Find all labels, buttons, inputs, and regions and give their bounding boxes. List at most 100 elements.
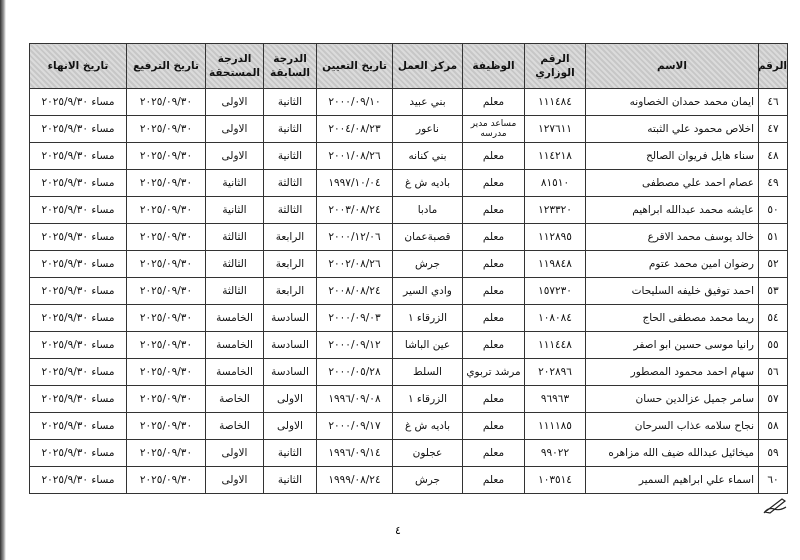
cell-job: مرشد تربوي: [462, 358, 525, 386]
header-col-name: الاسم: [585, 43, 759, 89]
cell-number: ٤٦: [758, 88, 788, 116]
table-row: ٦٠ اسماء علي ابراهيم السمير ١٠٣٥١٤ معلم جرش ١…: [29, 466, 788, 494]
cell-job: معلم: [462, 466, 525, 494]
cell-previous-grade: الثانية: [263, 88, 317, 116]
cell-previous-grade: الاولى: [263, 385, 317, 413]
cell-due-grade: الثانية: [205, 196, 264, 224]
cell-appointment-date: ١٩٩٦/٠٩/٠٨: [316, 385, 393, 413]
cell-due-grade: الخامسة: [205, 304, 264, 332]
cell-number: ٥٠: [758, 196, 788, 224]
scan-edge: [0, 0, 6, 560]
cell-job: معلم: [462, 385, 525, 413]
cell-name: خالد يوسف محمد الاقرع: [585, 223, 759, 251]
cell-name: سهام احمد محمود المصطور: [585, 358, 759, 386]
cell-workplace: باديه ش غ: [392, 412, 463, 440]
cell-promotion-date: ٢٠٢٥/٠٩/٣٠: [126, 169, 206, 197]
cell-name: رانيا موسى حسين ابو اصفر: [585, 331, 759, 359]
cell-workplace: بني عبيد: [392, 88, 463, 116]
cell-ministry-id: ١١١١٨٥: [524, 412, 586, 440]
cell-promotion-date: ٢٠٢٥/٠٩/٣٠: [126, 88, 206, 116]
cell-end-date: مساء ٢٠٢٥/٩/٣٠: [29, 304, 127, 332]
cell-due-grade: الاولى: [205, 88, 264, 116]
cell-number: ٦٠: [758, 466, 788, 494]
cell-name: رضوان امين محمد عتوم: [585, 250, 759, 278]
cell-name: احمد توفيق خليفه السليحات: [585, 277, 759, 305]
cell-end-date: مساء ٢٠٢٥/٩/٣٠: [29, 115, 127, 143]
cell-workplace: الزرقاء ١: [392, 385, 463, 413]
cell-name: اسماء علي ابراهيم السمير: [585, 466, 759, 494]
cell-promotion-date: ٢٠٢٥/٠٩/٣٠: [126, 385, 206, 413]
cell-job: معلم: [462, 196, 525, 224]
cell-promotion-date: ٢٠٢٥/٠٩/٣٠: [126, 277, 206, 305]
cell-job: معلم: [462, 412, 525, 440]
cell-end-date: مساء ٢٠٢٥/٩/٣٠: [29, 385, 127, 413]
cell-ministry-id: ٨١٥١٠: [524, 169, 586, 197]
cell-name: عايشه محمد عبدالله ابراهيم: [585, 196, 759, 224]
cell-job: معلم: [462, 223, 525, 251]
cell-promotion-date: ٢٠٢٥/٠٩/٣٠: [126, 412, 206, 440]
cell-end-date: مساء ٢٠٢٥/٩/٣٠: [29, 439, 127, 467]
cell-workplace: جرش: [392, 466, 463, 494]
cell-due-grade: الثالثة: [205, 277, 264, 305]
cell-number: ٤٧: [758, 115, 788, 143]
cell-ministry-id: ١١٤٢١٨: [524, 142, 586, 170]
cell-job: معلم: [462, 142, 525, 170]
header-col-ministry-id: الرقم الوزاري: [524, 43, 586, 89]
table-row: ٥٤ ريما محمد مصطفى الحاج ١٠٨٠٨٤ معلم الزرقاء…: [29, 304, 788, 332]
cell-name: عصام احمد علي مصطفى: [585, 169, 759, 197]
cell-number: ٥٥: [758, 331, 788, 359]
cell-appointment-date: ٢٠٠٠/٠٩/١٧: [316, 412, 393, 440]
cell-appointment-date: ٢٠٠٤/٠٨/٢٣: [316, 115, 393, 143]
cell-ministry-id: ١١١٤٤٨: [524, 331, 586, 359]
cell-previous-grade: الاولى: [263, 412, 317, 440]
table-row: ٤٦ ايمان محمد حمدان الخصاونه ١١١٤٨٤ معلم بني…: [29, 88, 788, 116]
cell-appointment-date: ١٩٩٧/١٠/٠٤: [316, 169, 393, 197]
employees-table: الرقم الاسم الرقم الوزاري الوظيفة مركز العمل…: [29, 43, 788, 494]
header-col-end-date: تاريخ الانهاء: [29, 43, 127, 89]
cell-workplace: وادي السير: [392, 277, 463, 305]
cell-job: معلم: [462, 88, 525, 116]
cell-end-date: مساء ٢٠٢٥/٩/٣٠: [29, 250, 127, 278]
cell-number: ٤٨: [758, 142, 788, 170]
cell-previous-grade: الرابعة: [263, 250, 317, 278]
cell-workplace: عين الباشا: [392, 331, 463, 359]
cell-name: ايمان محمد حمدان الخصاونه: [585, 88, 759, 116]
cell-promotion-date: ٢٠٢٥/٠٩/٣٠: [126, 142, 206, 170]
header-col-workplace: مركز العمل: [392, 43, 463, 89]
cell-number: ٥٣: [758, 277, 788, 305]
cell-workplace: قصبةعمان: [392, 223, 463, 251]
cell-ministry-id: ١١٢٨٩٥: [524, 223, 586, 251]
cell-appointment-date: ٢٠٠١/٠٨/٢٦: [316, 142, 393, 170]
cell-appointment-date: ٢٠٠٣/٠٨/٢٤: [316, 196, 393, 224]
cell-job: معلم: [462, 304, 525, 332]
table-row: ٥١ خالد يوسف محمد الاقرع ١١٢٨٩٥ معلم قصبةعما…: [29, 223, 788, 251]
cell-promotion-date: ٢٠٢٥/٠٩/٣٠: [126, 196, 206, 224]
cell-previous-grade: السادسة: [263, 358, 317, 386]
cell-end-date: مساء ٢٠٢٥/٩/٣٠: [29, 169, 127, 197]
cell-due-grade: الاولى: [205, 115, 264, 143]
cell-ministry-id: ١٠٨٠٨٤: [524, 304, 586, 332]
cell-name: اخلاص محمود علي الثبته: [585, 115, 759, 143]
cell-due-grade: الاولى: [205, 142, 264, 170]
cell-job: معلم: [462, 439, 525, 467]
cell-end-date: مساء ٢٠٢٥/٩/٣٠: [29, 412, 127, 440]
cell-name: سناء هايل فريوان الصالح: [585, 142, 759, 170]
cell-promotion-date: ٢٠٢٥/٠٩/٣٠: [126, 466, 206, 494]
cell-previous-grade: السادسة: [263, 304, 317, 332]
cell-end-date: مساء ٢٠٢٥/٩/٣٠: [29, 223, 127, 251]
cell-name: نجاح سلامه عذاب السرحان: [585, 412, 759, 440]
table-row: ٥٥ رانيا موسى حسين ابو اصفر ١١١٤٤٨ معلم عين …: [29, 331, 788, 359]
cell-workplace: السلط: [392, 358, 463, 386]
cell-due-grade: الثانية: [205, 169, 264, 197]
cell-workplace: بني كنانه: [392, 142, 463, 170]
cell-due-grade: الخاصة: [205, 385, 264, 413]
cell-end-date: مساء ٢٠٢٥/٩/٣٠: [29, 331, 127, 359]
cell-end-date: مساء ٢٠٢٥/٩/٣٠: [29, 277, 127, 305]
cell-due-grade: الخامسة: [205, 358, 264, 386]
table-row: ٤٧ اخلاص محمود علي الثبته ١٢٧٦١١ مساعد مدير…: [29, 115, 788, 143]
cell-ministry-id: ٩٩٠٢٢: [524, 439, 586, 467]
cell-appointment-date: ٢٠٠٠/١٢/٠٦: [316, 223, 393, 251]
header-col-previous-grade: الدرجة السابقة: [263, 43, 317, 89]
cell-name: ريما محمد مصطفى الحاج: [585, 304, 759, 332]
cell-previous-grade: الثالثة: [263, 196, 317, 224]
